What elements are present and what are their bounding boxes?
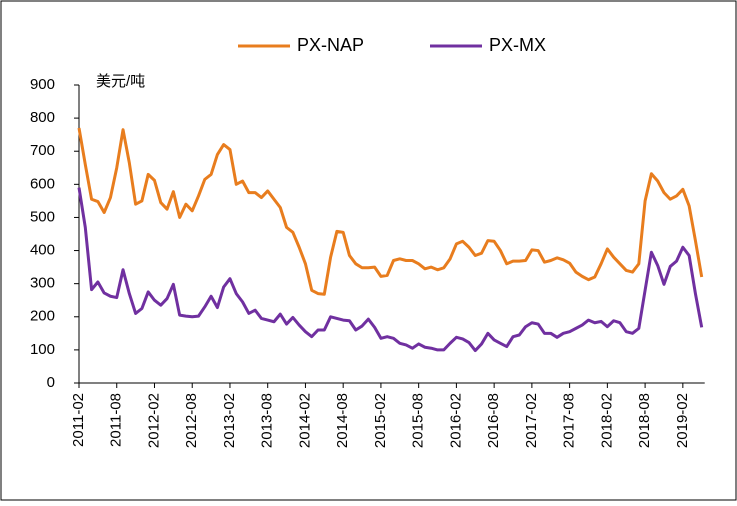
y-tick-label: 100 xyxy=(30,341,55,358)
x-tick-label: 2014-08 xyxy=(334,393,351,448)
line-series xyxy=(77,187,704,353)
x-tick-label: 2016-02 xyxy=(447,393,464,448)
x-tick-label: 2016-08 xyxy=(485,393,502,448)
x-tick-label: 2011-08 xyxy=(108,393,125,447)
y-tick-label: 500 xyxy=(30,208,55,225)
x-tick-label: 2013-08 xyxy=(259,393,276,448)
x-tick-label: 2013-02 xyxy=(221,393,238,448)
unit-annotation: 美元/吨 xyxy=(96,73,145,90)
legend-label: PX-MX xyxy=(489,35,546,55)
legend-label: PX-NAP xyxy=(297,35,364,55)
x-tick-label: 2018-02 xyxy=(598,393,615,448)
y-tick-label: 0 xyxy=(47,374,55,391)
x-tick-label: 2014-02 xyxy=(296,393,313,448)
y-tick-label: 200 xyxy=(30,308,55,325)
x-tick-label: 2017-02 xyxy=(523,393,540,448)
y-tick-label: 600 xyxy=(30,175,55,192)
x-tick-label: 2018-08 xyxy=(636,393,653,448)
x-tick-label: 2015-02 xyxy=(372,393,389,448)
x-tick-label: 2012-08 xyxy=(183,393,200,448)
x-tick-label: 2017-08 xyxy=(561,393,578,448)
x-tick-label: 2015-08 xyxy=(410,393,427,448)
y-tick-label: 300 xyxy=(30,275,55,292)
x-tick-label: 2012-02 xyxy=(145,393,162,448)
y-tick-label: 800 xyxy=(30,109,55,126)
line-series xyxy=(77,127,704,296)
y-tick-label: 400 xyxy=(30,242,55,259)
x-tick-label: 2011-02 xyxy=(70,393,87,447)
x-tick-label: 2019-02 xyxy=(674,393,691,448)
y-tick-label: 900 xyxy=(30,76,55,93)
y-tick-label: 700 xyxy=(30,142,55,159)
